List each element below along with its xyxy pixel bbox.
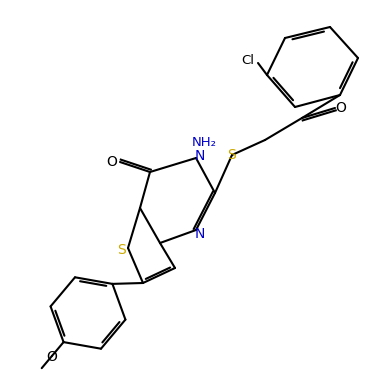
Text: Cl: Cl	[242, 53, 254, 66]
Text: S: S	[228, 148, 237, 162]
Text: NH₂: NH₂	[191, 135, 217, 148]
Text: S: S	[117, 243, 126, 257]
Text: N: N	[195, 149, 205, 163]
Text: O: O	[336, 101, 347, 115]
Text: O: O	[47, 350, 58, 364]
Text: O: O	[107, 155, 117, 169]
Text: N: N	[195, 227, 205, 241]
